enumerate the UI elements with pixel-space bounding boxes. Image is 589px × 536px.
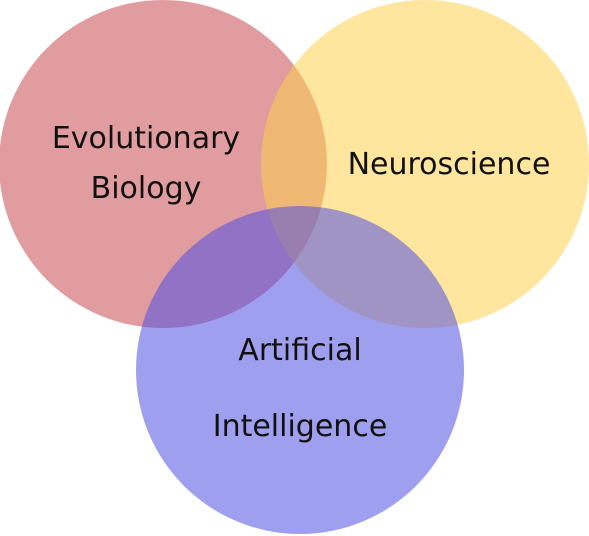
label-artificial-intelligence-line2: Intelligence — [213, 409, 388, 444]
label-neuroscience: Neuroscience — [348, 147, 551, 182]
circle-artificial-intelligence — [136, 206, 464, 534]
label-evolutionary-biology-line1: Evolutionary — [52, 121, 240, 156]
label-evolutionary-biology-line2: Biology — [91, 171, 202, 206]
label-artificial-intelligence-line1: Artificial — [238, 333, 361, 368]
